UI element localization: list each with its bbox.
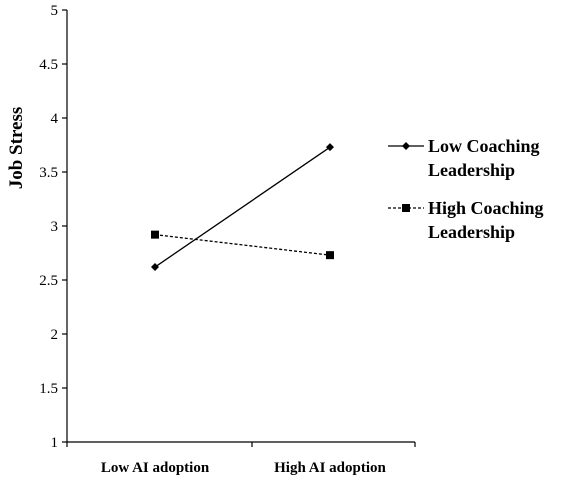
series-layer bbox=[151, 143, 334, 272]
y-tick-label: 3 bbox=[51, 219, 59, 235]
y-tick-label: 1.5 bbox=[39, 381, 58, 397]
series-line bbox=[154, 146, 331, 268]
legend-item-1: Low Coaching Leadership bbox=[388, 136, 540, 180]
y-tick-label: 2.5 bbox=[39, 273, 58, 289]
legend-marker bbox=[402, 142, 410, 150]
y-axis: 1 1.5 2 2.5 3 3.5 4 4.5 5 bbox=[39, 3, 68, 451]
data-point bbox=[326, 251, 334, 260]
legend-item-2: High Coaching Leadership bbox=[388, 198, 544, 242]
legend-label: Low Coaching bbox=[428, 136, 540, 156]
legend-label: Leadership bbox=[428, 160, 515, 180]
data-point bbox=[151, 263, 159, 272]
y-tick-label: 2 bbox=[51, 327, 59, 343]
y-tick-label: 5 bbox=[51, 3, 59, 19]
data-point bbox=[326, 143, 334, 152]
y-axis-title: Job Stress bbox=[6, 107, 27, 190]
x-axis: Low AI adoption High AI adoption bbox=[66, 441, 416, 476]
x-tick-label: High AI adoption bbox=[274, 460, 386, 476]
y-tick-label: 4.5 bbox=[39, 57, 58, 73]
series-1 bbox=[151, 143, 334, 272]
y-tick-label: 4 bbox=[51, 111, 59, 127]
y-tick-label: 1 bbox=[51, 435, 59, 451]
series-2 bbox=[151, 230, 334, 260]
legend-label: High Coaching bbox=[428, 198, 544, 218]
legend-marker bbox=[402, 204, 410, 212]
x-tick-label: Low AI adoption bbox=[101, 460, 210, 476]
legend: Low Coaching Leadership High Coaching Leade… bbox=[388, 136, 544, 242]
series-line bbox=[154, 233, 331, 256]
data-point bbox=[151, 230, 159, 239]
y-tick-label: 3.5 bbox=[39, 165, 58, 181]
legend-label: Leadership bbox=[428, 222, 515, 242]
